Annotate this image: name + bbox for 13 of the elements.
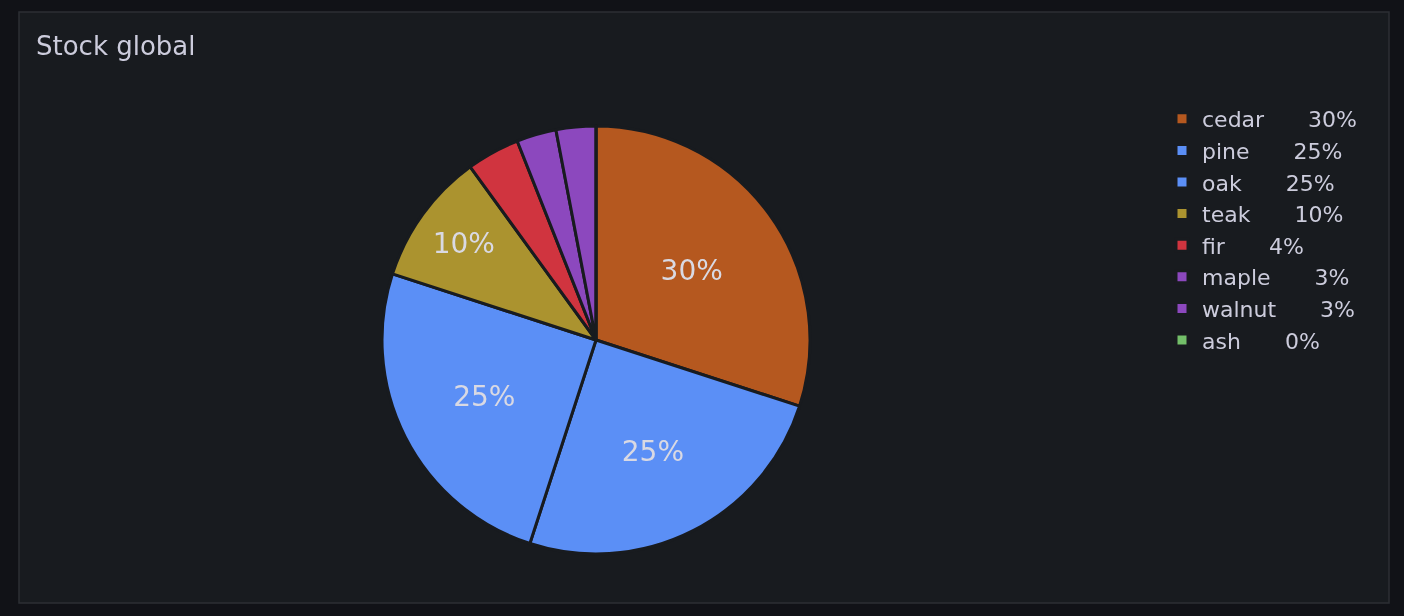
data-label: 10% [432, 227, 495, 261]
legend-label: fir 4% [1202, 233, 1304, 259]
legend-label: teak 10% [1202, 202, 1344, 228]
legend-label: pine 25% [1202, 138, 1343, 164]
data-label: 25% [621, 435, 685, 469]
legend-label: ash 0% [1202, 328, 1320, 354]
data-label: 25% [453, 380, 516, 414]
text: Stock global [36, 31, 196, 62]
legend-label: maple 3% [1202, 265, 1350, 291]
data-label: 30% [660, 253, 723, 287]
legend-label: walnut 3% [1202, 296, 1356, 322]
legend-label: oak 25% [1202, 170, 1335, 196]
legend-label: cedar 30% [1202, 107, 1358, 133]
